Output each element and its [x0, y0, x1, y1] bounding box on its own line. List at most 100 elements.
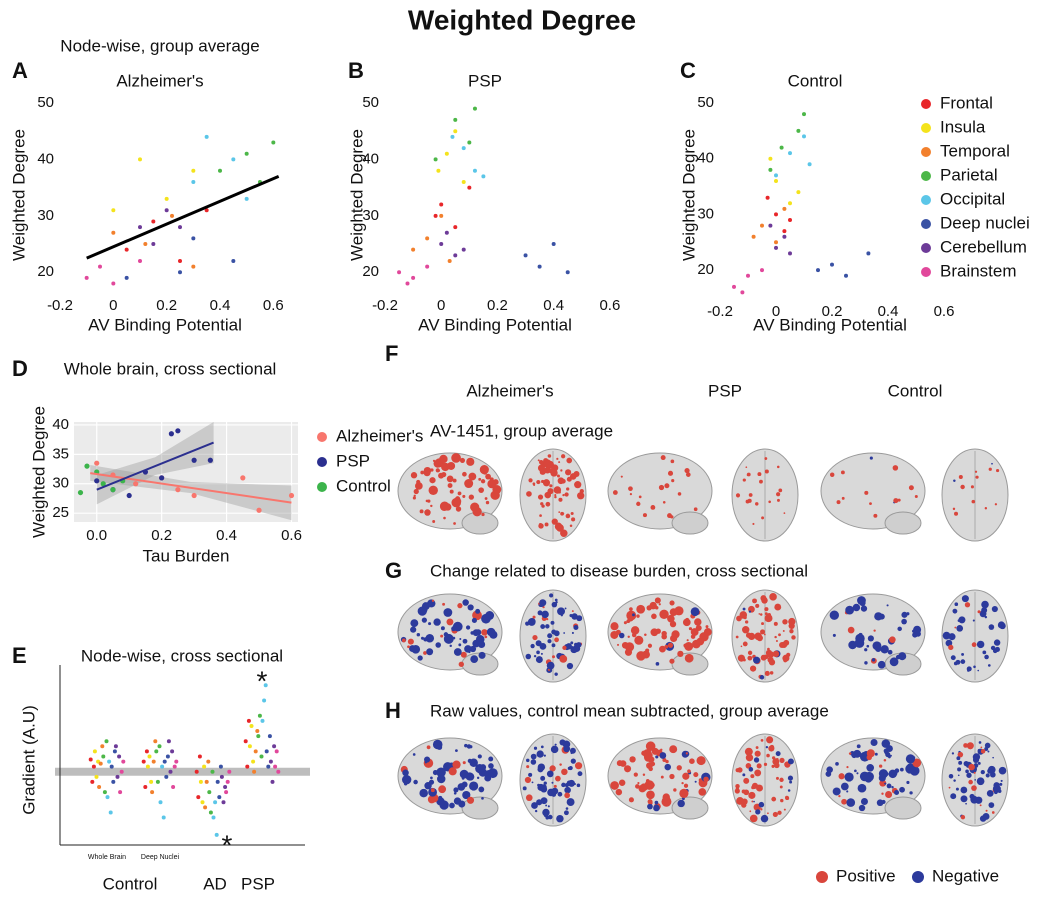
brain-node [948, 786, 951, 789]
brain-node [894, 768, 900, 773]
data-point [155, 779, 160, 784]
brain-node [539, 599, 547, 607]
data-point [219, 774, 224, 779]
brain-node [413, 494, 416, 497]
brain-node [884, 782, 887, 785]
brain-node [759, 613, 763, 616]
brain-cerebellum [884, 796, 922, 820]
brain-node [836, 500, 841, 505]
data-point [461, 247, 466, 252]
data-point [109, 764, 114, 769]
brain-node [659, 752, 667, 759]
brain-node [771, 796, 777, 802]
brain-node [746, 473, 749, 477]
brain-node [832, 633, 836, 637]
brain-node [752, 522, 755, 525]
brain-node [541, 504, 545, 508]
data-point [796, 190, 801, 195]
brain-node [430, 788, 435, 793]
brain-node [660, 775, 664, 779]
brain-node [754, 750, 761, 757]
brain-node [993, 639, 1001, 646]
data-point [263, 683, 268, 688]
legend-swatch [317, 432, 327, 442]
data-point [170, 213, 174, 218]
brain-node [766, 753, 770, 758]
brain-node [530, 753, 537, 760]
x-tick-label: 0.6 [599, 297, 620, 314]
brain-node [742, 641, 748, 647]
brain-node [566, 487, 570, 491]
data-point [774, 245, 778, 250]
brain-node [964, 602, 971, 608]
brain-node [779, 777, 784, 783]
brain-node [561, 454, 566, 459]
brain-node [624, 648, 633, 656]
brain-node [844, 772, 854, 782]
brain-node [974, 779, 977, 781]
brain-node [747, 650, 753, 656]
brain-node [753, 800, 755, 803]
brain-node [776, 492, 781, 497]
brain-node [661, 633, 667, 640]
brain-node [572, 616, 576, 619]
brain-node [441, 462, 450, 472]
brain-node [481, 512, 485, 517]
data-point [191, 179, 196, 184]
brain-node [956, 625, 964, 632]
brain-render [607, 589, 799, 683]
data-point [151, 759, 156, 764]
data-point [450, 134, 455, 139]
data-point [162, 759, 167, 764]
data-point [204, 208, 209, 213]
brain-node [968, 779, 973, 785]
chart-title: Control [788, 71, 843, 90]
brain-node [950, 793, 957, 800]
brain-node [462, 494, 466, 498]
brain-node [908, 485, 914, 491]
brain-node [623, 621, 627, 625]
brain-node [533, 654, 537, 658]
brain-node [768, 659, 776, 666]
significance-marker: * [257, 666, 268, 697]
x-axis-label: AV Binding Potential [88, 315, 242, 334]
brain-node [549, 593, 554, 598]
brain-node [554, 637, 559, 643]
data-point [262, 698, 267, 703]
legend-label: Frontal [940, 93, 993, 112]
brain-node [689, 758, 695, 765]
y-tick-label: 40 [362, 150, 379, 167]
data-point [439, 213, 444, 218]
brain-node [956, 756, 961, 761]
brain-node [740, 645, 743, 648]
brain-node [974, 470, 978, 473]
brain-node [775, 639, 778, 642]
chart-subtitle: Alzheimer's [116, 71, 203, 90]
brain-sagittal [820, 452, 926, 530]
brain-node [782, 619, 788, 625]
brain-node [410, 626, 417, 633]
brain-node [991, 462, 993, 465]
data-point [138, 225, 142, 230]
brain-node [610, 781, 619, 790]
x-tick-label: 0.6 [263, 297, 284, 314]
brain-node [446, 475, 454, 483]
data-point [98, 264, 102, 269]
brain-node [531, 781, 534, 784]
brain-node [735, 768, 740, 773]
data-point [255, 729, 260, 734]
brain-node [681, 797, 685, 801]
brain-node [755, 809, 761, 815]
brain-node [778, 633, 781, 637]
brain-node [485, 473, 491, 480]
group-label: Control [103, 874, 158, 893]
y-axis-label: Weighted Degree [679, 129, 698, 261]
brain-node [760, 808, 763, 811]
brain-node [744, 747, 753, 756]
brain-node [779, 759, 782, 762]
legend-label: Positive [836, 866, 896, 885]
brain-node [545, 804, 548, 807]
brain-node [694, 780, 697, 783]
brain-node [960, 484, 965, 490]
brain-node [825, 771, 832, 777]
